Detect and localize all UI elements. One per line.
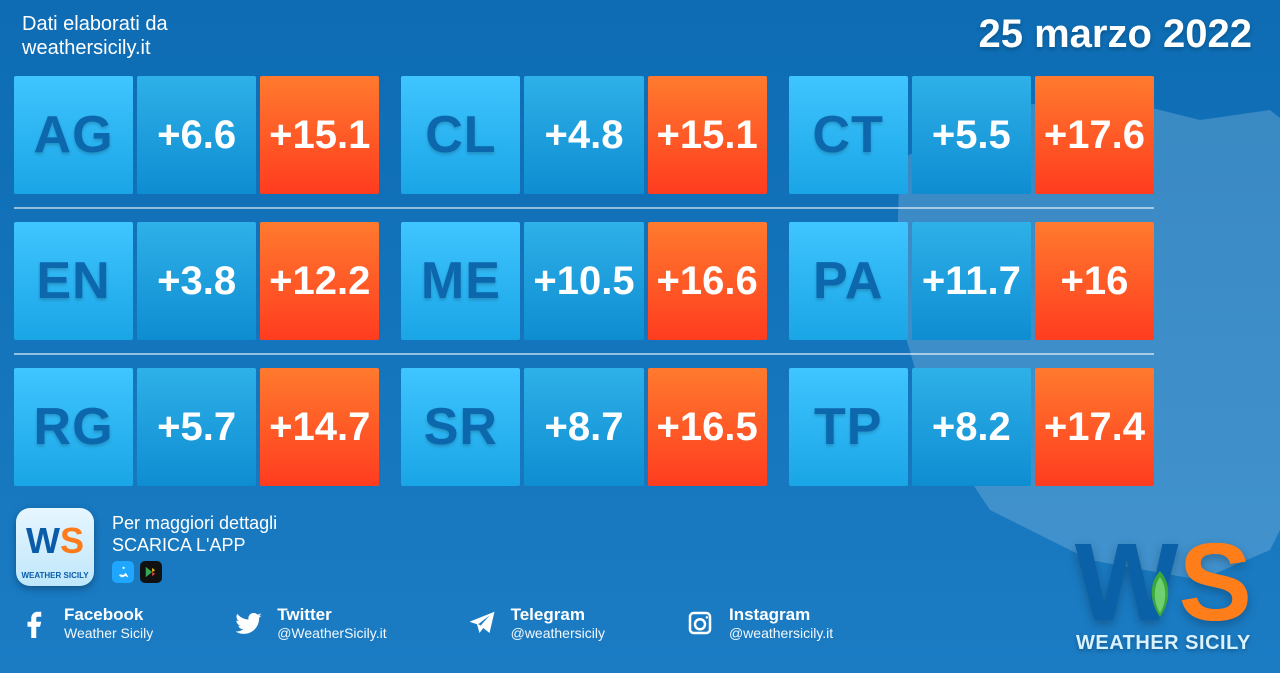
store-badges <box>112 561 277 583</box>
app-promo-line1: Per maggiori dettagli <box>112 512 277 535</box>
social-handle: Weather Sicily <box>64 625 153 641</box>
city-min-temp: +10.5 <box>524 222 643 340</box>
city-code: AG <box>14 76 133 194</box>
city-min-temp: +3.8 <box>137 222 256 340</box>
city-min-temp: +5.7 <box>137 368 256 486</box>
source-label: Dati elaborati da <box>22 12 168 36</box>
social-handle: @WeatherSicily.it <box>277 625 386 641</box>
city-code: TP <box>789 368 908 486</box>
social-label: Telegram <box>511 606 605 625</box>
city-max-temp: +16.5 <box>648 368 767 486</box>
city-code: CT <box>789 76 908 194</box>
row-divider <box>14 207 1154 209</box>
twitter-icon <box>233 608 263 638</box>
social-twitter: Twitter@WeatherSicily.it <box>233 606 386 641</box>
instagram-icon <box>685 608 715 638</box>
city-block: CL+4.8+15.1 <box>401 76 766 194</box>
social-telegram: Telegram@weathersicily <box>467 606 605 641</box>
city-code: SR <box>401 368 520 486</box>
city-max-temp: +16.6 <box>648 222 767 340</box>
social-facebook: FacebookWeather Sicily <box>20 606 153 641</box>
social-instagram: Instagram@weathersicily.it <box>685 606 833 641</box>
social-label: Facebook <box>64 606 153 625</box>
city-block: ME+10.5+16.6 <box>401 222 766 340</box>
city-max-temp: +15.1 <box>648 76 767 194</box>
telegram-icon <box>467 608 497 638</box>
social-label: Twitter <box>277 606 386 625</box>
city-min-temp: +11.7 <box>912 222 1031 340</box>
city-block: EN+3.8+12.2 <box>14 222 379 340</box>
city-max-temp: +17.4 <box>1035 368 1154 486</box>
city-max-temp: +14.7 <box>260 368 379 486</box>
city-block: RG+5.7+14.7 <box>14 368 379 486</box>
appstore-icon <box>112 561 134 583</box>
row-divider <box>14 353 1154 355</box>
city-max-temp: +12.2 <box>260 222 379 340</box>
city-min-temp: +8.7 <box>524 368 643 486</box>
temperature-grid: AG+6.6+15.1CL+4.8+15.1CT+5.5+17.6EN+3.8+… <box>14 76 1154 486</box>
header-date: 25 marzo 2022 <box>978 12 1252 57</box>
city-code: ME <box>401 222 520 340</box>
city-min-temp: +6.6 <box>137 76 256 194</box>
brand-logo: WS WEATHER SICILY <box>1075 513 1252 655</box>
city-max-temp: +17.6 <box>1035 76 1154 194</box>
city-max-temp: +16 <box>1035 222 1154 340</box>
city-block: TP+8.2+17.4 <box>789 368 1154 486</box>
social-text: FacebookWeather Sicily <box>64 606 153 641</box>
city-block: SR+8.7+16.5 <box>401 368 766 486</box>
header-source: Dati elaborati da weathersicily.it <box>22 12 168 60</box>
app-promo-line2: SCARICA L'APP <box>112 534 277 557</box>
googleplay-icon <box>140 561 162 583</box>
header: Dati elaborati da weathersicily.it 25 ma… <box>0 0 1280 68</box>
app-logo-icon: WS WEATHER SICILY <box>16 508 94 586</box>
grid-row: AG+6.6+15.1CL+4.8+15.1CT+5.5+17.6 <box>14 76 1154 194</box>
social-handle: @weathersicily <box>511 625 605 641</box>
city-block: CT+5.5+17.6 <box>789 76 1154 194</box>
city-min-temp: +5.5 <box>912 76 1031 194</box>
source-site: weathersicily.it <box>22 36 168 60</box>
app-promo-text: Per maggiori dettagli SCARICA L'APP <box>112 512 277 583</box>
city-min-temp: +8.2 <box>912 368 1031 486</box>
city-code: CL <box>401 76 520 194</box>
social-text: Twitter@WeatherSicily.it <box>277 606 386 641</box>
social-handle: @weathersicily.it <box>729 625 833 641</box>
social-label: Instagram <box>729 606 833 625</box>
grid-row: RG+5.7+14.7SR+8.7+16.5TP+8.2+17.4 <box>14 368 1154 486</box>
city-code: PA <box>789 222 908 340</box>
grid-row: EN+3.8+12.2ME+10.5+16.6PA+11.7+16 <box>14 222 1154 340</box>
city-code: EN <box>14 222 133 340</box>
city-block: AG+6.6+15.1 <box>14 76 379 194</box>
city-min-temp: +4.8 <box>524 76 643 194</box>
city-code: RG <box>14 368 133 486</box>
city-max-temp: +15.1 <box>260 76 379 194</box>
facebook-icon <box>20 608 50 638</box>
city-block: PA+11.7+16 <box>789 222 1154 340</box>
leaf-icon <box>1143 571 1177 617</box>
social-text: Telegram@weathersicily <box>511 606 605 641</box>
app-logo-label: WEATHER SICILY <box>16 571 94 580</box>
social-text: Instagram@weathersicily.it <box>729 606 833 641</box>
